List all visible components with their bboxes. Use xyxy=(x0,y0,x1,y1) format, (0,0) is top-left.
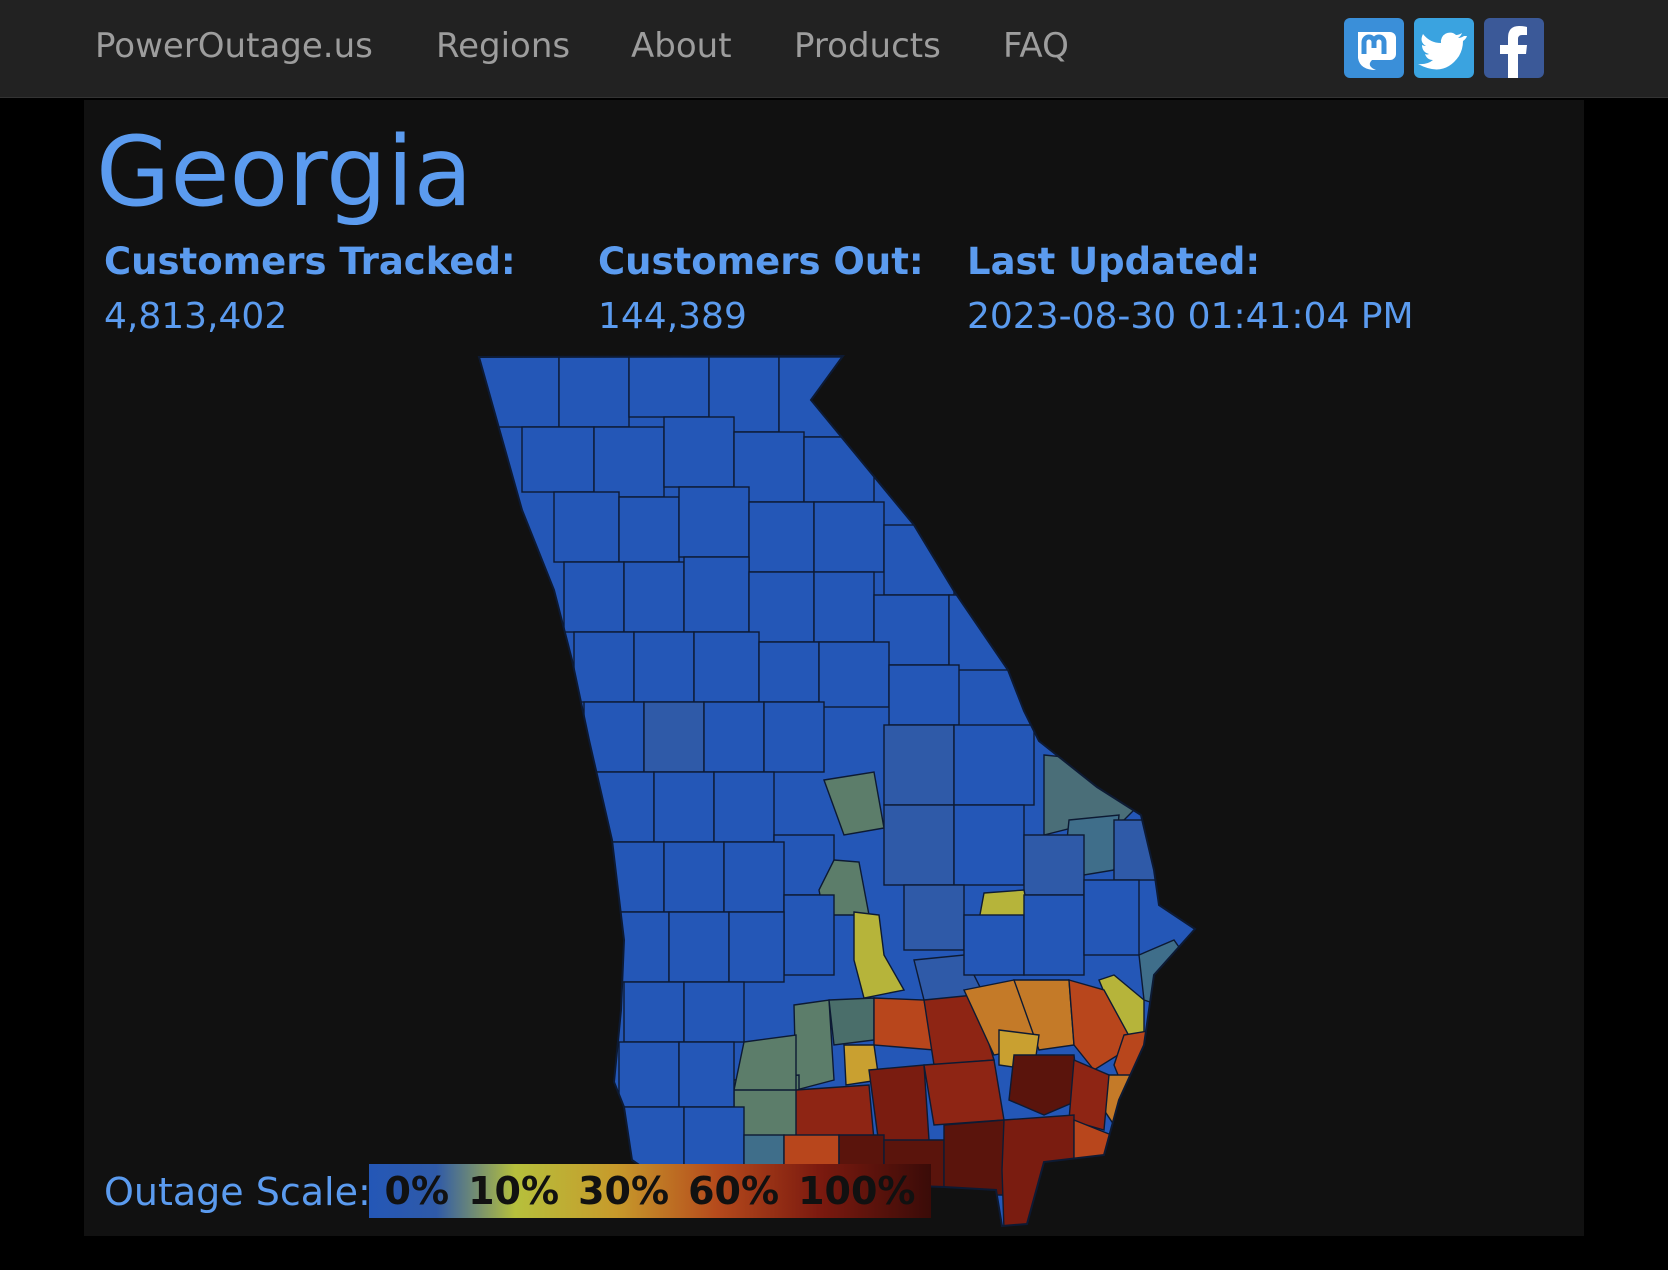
county xyxy=(1068,979,1135,1071)
customers-tracked-label: Customers Tracked: xyxy=(104,240,516,283)
county xyxy=(683,981,745,1043)
county xyxy=(479,356,560,428)
county xyxy=(693,631,760,703)
county xyxy=(948,594,1025,671)
county xyxy=(803,436,875,503)
facebook-icon[interactable] xyxy=(1484,18,1544,78)
scale-tick-30: 30% xyxy=(578,1169,670,1213)
county xyxy=(1083,879,1140,956)
county xyxy=(763,701,825,773)
county xyxy=(888,664,960,726)
brand-link[interactable]: PowerOutage.us xyxy=(95,26,373,66)
county xyxy=(618,496,680,563)
county xyxy=(953,804,1025,886)
nav-faq-link[interactable]: FAQ xyxy=(1003,26,1069,66)
county xyxy=(1023,894,1085,976)
georgia-county-map[interactable] xyxy=(464,350,1304,1270)
mastodon-icon[interactable] xyxy=(1344,18,1404,78)
county xyxy=(643,701,705,773)
county xyxy=(558,356,630,428)
county xyxy=(903,884,965,951)
county xyxy=(623,561,685,633)
customers-tracked-value: 4,813,402 xyxy=(104,296,288,337)
county xyxy=(1001,1114,1075,1226)
county xyxy=(593,426,665,498)
last-updated-label: Last Updated: xyxy=(967,240,1261,283)
county xyxy=(1023,834,1085,896)
county xyxy=(1008,1054,1080,1116)
county xyxy=(553,491,620,563)
nav-about-link[interactable]: About xyxy=(631,26,732,66)
county xyxy=(703,701,765,773)
county xyxy=(953,724,1035,806)
county xyxy=(723,841,785,913)
county xyxy=(1113,819,1170,881)
county xyxy=(818,641,890,708)
county xyxy=(853,911,906,999)
scale-tick-60: 60% xyxy=(688,1169,780,1213)
county xyxy=(728,911,785,983)
county xyxy=(748,571,815,643)
county xyxy=(563,561,625,633)
county xyxy=(1068,1058,1110,1131)
scale-tick-0: 0% xyxy=(384,1169,450,1213)
county xyxy=(713,771,775,843)
county xyxy=(883,724,955,806)
county xyxy=(758,641,820,703)
county xyxy=(628,356,710,418)
county xyxy=(733,1034,797,1091)
county xyxy=(748,501,815,573)
county xyxy=(573,631,635,703)
county xyxy=(883,524,955,596)
last-updated-value: 2023-08-30 01:41:04 PM xyxy=(967,296,1414,337)
county xyxy=(883,804,955,886)
county xyxy=(668,911,730,983)
county xyxy=(783,894,835,976)
customers-out-label: Customers Out: xyxy=(598,240,924,283)
twitter-icon[interactable] xyxy=(1414,18,1474,78)
state-panel: Georgia Customers Tracked: 4,813,402 Cus… xyxy=(84,100,1584,1236)
county xyxy=(963,914,1025,976)
county xyxy=(653,771,715,843)
outage-scale-bar: 0% 10% 30% 60% 100% xyxy=(369,1164,931,1218)
customers-out-value: 144,389 xyxy=(598,296,747,337)
county xyxy=(663,416,735,488)
county xyxy=(521,426,595,493)
county xyxy=(828,997,875,1046)
county xyxy=(813,501,885,573)
scale-tick-10: 10% xyxy=(468,1169,560,1213)
page-title: Georgia xyxy=(96,116,473,228)
county xyxy=(943,1119,1010,1196)
county xyxy=(633,631,695,703)
county xyxy=(678,486,750,558)
state-outline xyxy=(477,354,1197,1228)
outage-scale-label: Outage Scale: xyxy=(104,1170,371,1214)
county xyxy=(813,571,875,643)
county xyxy=(663,841,725,913)
county xyxy=(618,1041,680,1108)
top-navbar: PowerOutage.us Regions About Products FA… xyxy=(0,0,1668,98)
county xyxy=(593,771,655,843)
county xyxy=(683,556,750,633)
nav-regions-link[interactable]: Regions xyxy=(436,26,571,66)
county xyxy=(868,1064,930,1146)
county xyxy=(923,1059,1005,1126)
county xyxy=(623,981,685,1043)
scale-tick-100: 100% xyxy=(798,1169,916,1213)
county xyxy=(793,999,835,1091)
nav-products-link[interactable]: Products xyxy=(794,26,941,66)
county xyxy=(678,1041,735,1108)
county xyxy=(608,911,670,983)
county xyxy=(795,1084,875,1141)
